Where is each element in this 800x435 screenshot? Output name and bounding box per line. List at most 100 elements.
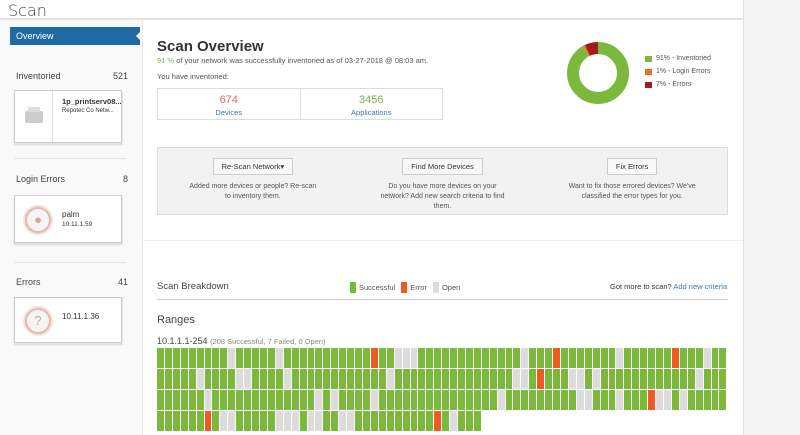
cell-successful[interactable] [505,369,514,389]
cell-successful[interactable] [537,390,546,410]
cell-open[interactable] [275,411,284,431]
cell-successful[interactable] [679,369,688,389]
cell-error[interactable] [370,348,379,368]
cell-successful[interactable] [370,369,379,389]
cell-successful[interactable] [529,369,538,389]
cell-successful[interactable] [458,348,466,368]
cell-successful[interactable] [465,411,474,431]
cell-open[interactable] [291,411,300,431]
cell-successful[interactable] [600,348,609,368]
cell-successful[interactable] [616,369,625,389]
cell-successful[interactable] [299,348,308,368]
cell-open[interactable] [521,369,530,389]
cell-successful[interactable] [521,390,530,410]
login-errors-header[interactable]: Login Errors 8 [16,174,128,184]
cell-successful[interactable] [204,348,213,368]
cell-successful[interactable] [331,348,340,368]
cell-successful[interactable] [180,348,189,368]
cell-successful[interactable] [624,390,633,410]
cell-successful[interactable] [244,390,253,410]
cell-successful[interactable] [275,390,284,410]
cell-open[interactable] [196,369,205,389]
cell-successful[interactable] [687,390,696,410]
cell-open[interactable] [616,390,625,410]
cell-error[interactable] [204,411,213,431]
cell-successful[interactable] [307,369,316,389]
cell-successful[interactable] [561,348,569,368]
cell-successful[interactable] [568,348,577,368]
cell-successful[interactable] [481,348,490,368]
cell-successful[interactable] [252,411,260,431]
cell-successful[interactable] [180,390,189,410]
login-error-card[interactable]: ● palm 10.11.1.59 [14,195,122,243]
cell-successful[interactable] [529,348,538,368]
cell-successful[interactable] [212,369,221,389]
cell-successful[interactable] [442,411,451,431]
fix-errors-button[interactable]: Fix Errors [606,158,658,175]
cell-successful[interactable] [402,390,411,410]
cell-successful[interactable] [204,369,213,389]
cell-successful[interactable] [608,348,617,368]
cell-successful[interactable] [267,369,276,389]
cell-successful[interactable] [244,411,253,431]
stat-applications[interactable]: 3456 Applications [299,89,443,119]
cell-successful[interactable] [426,369,435,389]
cell-successful[interactable] [259,390,268,410]
sidebar-item-overview[interactable]: Overview [10,27,140,45]
cell-successful[interactable] [275,369,284,389]
cell-successful[interactable] [157,411,165,431]
cell-successful[interactable] [267,390,276,410]
cell-successful[interactable] [489,390,498,410]
cell-successful[interactable] [307,390,316,410]
cell-open[interactable] [283,369,292,389]
cell-successful[interactable] [600,390,609,410]
cell-successful[interactable] [458,390,466,410]
cell-open[interactable] [679,390,688,410]
cell-successful[interactable] [331,411,340,431]
cell-successful[interactable] [584,348,593,368]
cell-successful[interactable] [513,348,522,368]
cell-successful[interactable] [418,390,427,410]
cell-successful[interactable] [434,369,443,389]
cell-successful[interactable] [497,369,506,389]
cell-successful[interactable] [711,369,720,389]
cell-successful[interactable] [323,348,332,368]
cell-successful[interactable] [362,348,371,368]
cell-successful[interactable] [481,390,490,410]
cell-open[interactable] [695,369,704,389]
cell-successful[interactable] [711,390,720,410]
cell-successful[interactable] [513,390,522,410]
cell-successful[interactable] [450,369,459,389]
cell-successful[interactable] [339,369,348,389]
cell-successful[interactable] [355,390,363,410]
cell-successful[interactable] [695,390,704,410]
cell-open[interactable] [220,411,229,431]
cell-successful[interactable] [323,411,332,431]
cell-successful[interactable] [632,348,641,368]
cell-successful[interactable] [640,348,649,368]
cell-successful[interactable] [450,390,459,410]
cell-successful[interactable] [695,348,704,368]
cell-successful[interactable] [283,348,292,368]
cell-successful[interactable] [323,390,332,410]
cell-successful[interactable] [632,369,641,389]
cell-successful[interactable] [172,348,181,368]
errors-header[interactable]: Errors 41 [16,277,128,287]
cell-successful[interactable] [465,369,474,389]
cell-successful[interactable] [703,369,712,389]
cell-successful[interactable] [378,348,387,368]
cell-successful[interactable] [164,390,173,410]
cell-successful[interactable] [362,411,371,431]
cell-successful[interactable] [410,390,419,410]
cell-successful[interactable] [378,369,387,389]
cell-open[interactable] [347,411,356,431]
cell-successful[interactable] [545,348,554,368]
cell-successful[interactable] [442,369,451,389]
cell-successful[interactable] [553,369,562,389]
cell-open[interactable] [283,411,292,431]
cell-successful[interactable] [402,369,411,389]
cell-successful[interactable] [418,411,427,431]
rescan-network-button[interactable]: Re-Scan Network▾ [212,158,294,175]
cell-successful[interactable] [323,369,332,389]
cell-successful[interactable] [331,369,340,389]
